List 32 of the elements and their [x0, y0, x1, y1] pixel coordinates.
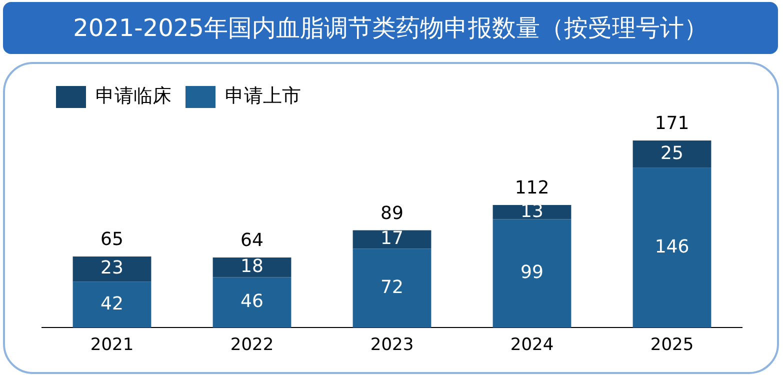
chart-title: 2021-2025年国内血脂调节类药物申报数量（按受理号计）	[73, 13, 708, 44]
total-label: 171	[654, 113, 690, 134]
bar	[212, 277, 292, 328]
x-tick-label: 2022	[230, 335, 274, 356]
data-label: 46	[240, 291, 264, 312]
bar	[632, 140, 712, 168]
legend-label: 申请上市	[225, 84, 301, 107]
bar	[72, 256, 152, 282]
data-label: 25	[660, 142, 684, 164]
x-tick-label: 2023	[370, 335, 414, 356]
data-label: 72	[380, 276, 404, 298]
bar	[492, 205, 572, 220]
total-label: 64	[240, 230, 264, 252]
total-label: 89	[380, 202, 404, 224]
total-label: 112	[514, 178, 550, 199]
bar	[72, 282, 152, 328]
bar	[352, 230, 432, 249]
x-tick-label: 2024	[510, 335, 554, 356]
data-label: 23	[100, 258, 124, 279]
bar	[632, 168, 712, 328]
data-label: 99	[520, 262, 544, 284]
bar	[212, 258, 292, 278]
x-tick-label: 2025	[650, 335, 694, 356]
bar	[352, 248, 432, 328]
data-label: 146	[654, 236, 690, 258]
x-tick-label: 2021	[90, 335, 134, 356]
data-label: 17	[380, 228, 404, 250]
legend-label: 申请临床	[96, 84, 172, 107]
bar	[492, 219, 572, 328]
data-label: 18	[240, 256, 264, 278]
total-label: 65	[100, 229, 124, 250]
data-label: 42	[100, 293, 124, 314]
